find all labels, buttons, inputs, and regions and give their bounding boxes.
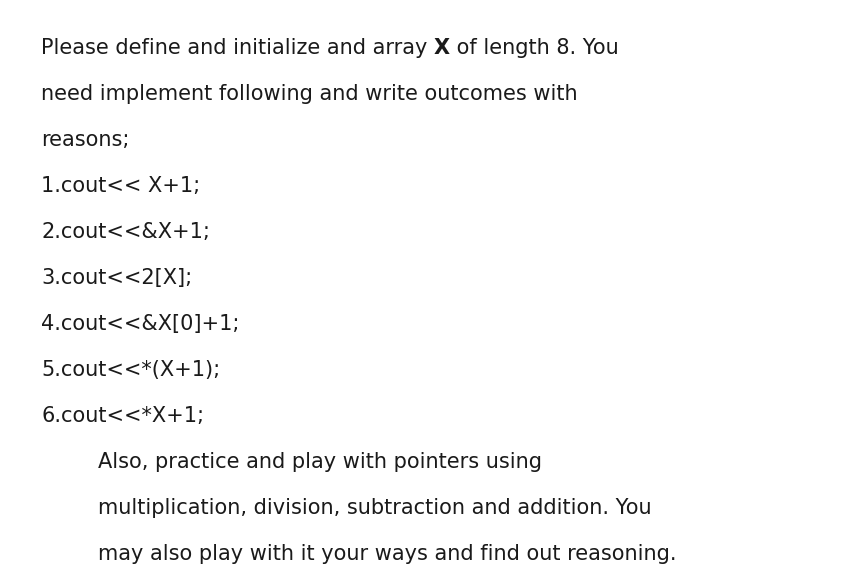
Text: multiplication, division, subtraction and addition. You: multiplication, division, subtraction an…: [98, 498, 652, 518]
Text: 2.cout<<&X+1;: 2.cout<<&X+1;: [41, 222, 210, 242]
Text: may also play with it your ways and find out reasoning.: may also play with it your ways and find…: [98, 544, 677, 564]
Text: 5.cout<<*(X+1);: 5.cout<<*(X+1);: [41, 360, 220, 380]
Text: need implement following and write outcomes with: need implement following and write outco…: [41, 84, 578, 104]
Text: of length 8. You: of length 8. You: [450, 38, 619, 58]
Text: 1.cout<< X+1;: 1.cout<< X+1;: [41, 176, 200, 196]
Text: 6.cout<<*X+1;: 6.cout<<*X+1;: [41, 406, 204, 426]
Text: reasons;: reasons;: [41, 130, 129, 150]
Text: 3.cout<<2[X];: 3.cout<<2[X];: [41, 268, 193, 288]
Text: Also, practice and play with pointers using: Also, practice and play with pointers us…: [98, 452, 543, 472]
Text: Please define and initialize and array: Please define and initialize and array: [41, 38, 434, 58]
Text: 4.cout<<&X[0]+1;: 4.cout<<&X[0]+1;: [41, 314, 240, 334]
Text: X: X: [434, 38, 450, 58]
